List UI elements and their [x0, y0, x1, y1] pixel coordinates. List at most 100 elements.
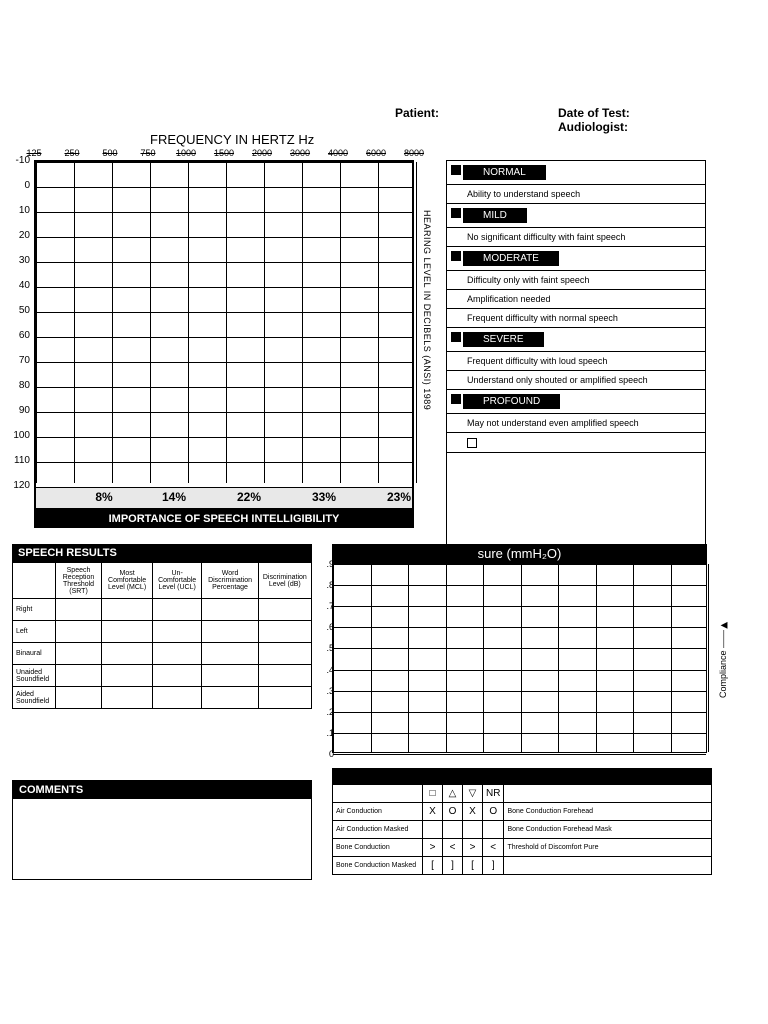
- speech-col-header: Un-Comfortable Level (UCL): [152, 563, 202, 599]
- severity-level-desc: Frequent difficulty with loud speech: [447, 352, 705, 371]
- x-tick: 750: [140, 148, 155, 158]
- speech-cell[interactable]: [102, 665, 152, 687]
- legend-symbol-cell: [423, 821, 443, 839]
- compliance-axis-label: Compliance ——▶: [718, 620, 768, 698]
- speech-cell[interactable]: [55, 687, 102, 709]
- intelligibility-pct: 8%: [95, 490, 112, 504]
- x-tick: 4000: [328, 148, 348, 158]
- y-tick: 10: [6, 205, 30, 216]
- severity-level-name: PROFOUND: [463, 394, 560, 409]
- speech-row-header: Unaided Soundfield: [13, 665, 56, 687]
- speech-cell[interactable]: [102, 599, 152, 621]
- legend-row-label: Air Conduction Masked: [333, 821, 423, 839]
- severity-level-desc: May not understand even amplified speech: [447, 414, 705, 433]
- legend-row-label: Bone Conduction: [333, 839, 423, 857]
- y-tick: 100: [6, 430, 30, 441]
- legend-symbol-cell: >: [423, 839, 443, 857]
- legend-symbol-cell: >: [463, 839, 483, 857]
- x-tick: 2000: [252, 148, 272, 158]
- speech-row-header: Binaural: [13, 643, 56, 665]
- pressure-y-tick: .9: [320, 559, 334, 569]
- audiogram-grid: [34, 160, 414, 510]
- intelligibility-pct: 33%: [312, 490, 336, 504]
- speech-cell[interactable]: [202, 599, 258, 621]
- speech-cell[interactable]: [258, 643, 311, 665]
- legend-table: □△▽NRAir ConductionXOXOBone Conduction F…: [332, 784, 712, 875]
- speech-cell[interactable]: [55, 621, 102, 643]
- audiogram-plot-area: [36, 162, 414, 487]
- speech-cell[interactable]: [152, 621, 202, 643]
- x-tick: 250: [64, 148, 79, 158]
- speech-col-header: Discrimination Level (dB): [258, 563, 311, 599]
- legend-symbol-cell: X: [423, 803, 443, 821]
- audiologist-label: Audiologist:: [558, 120, 628, 134]
- speech-cell[interactable]: [258, 599, 311, 621]
- speech-col-header: Speech Reception Threshold (SRT): [55, 563, 102, 599]
- severity-level-name: SEVERE: [463, 332, 544, 347]
- tympanogram-grid: [332, 563, 707, 753]
- legend-symbol-cell: [: [423, 857, 443, 875]
- legend-symbol-cell: [483, 821, 504, 839]
- severity-level-desc: Amplification needed: [447, 290, 705, 309]
- legend-header-bar: [332, 768, 712, 784]
- y-tick: 20: [6, 230, 30, 241]
- speech-cell[interactable]: [102, 687, 152, 709]
- speech-cell[interactable]: [258, 687, 311, 709]
- speech-cell[interactable]: [202, 643, 258, 665]
- speech-cell[interactable]: [102, 621, 152, 643]
- pressure-y-tick: .5: [320, 643, 334, 653]
- y-tick: 60: [6, 330, 30, 341]
- severity-level-desc: Difficulty only with faint speech: [447, 271, 705, 290]
- intelligibility-pct: 14%: [162, 490, 186, 504]
- speech-cell[interactable]: [258, 665, 311, 687]
- x-tick: 125: [26, 148, 41, 158]
- legend-extra-label: [504, 857, 712, 875]
- speech-cell[interactable]: [202, 687, 258, 709]
- severity-level-desc: Ability to understand speech: [447, 185, 705, 204]
- date-of-test-label: Date of Test:: [558, 106, 630, 120]
- severity-level-name: MILD: [463, 208, 527, 223]
- legend-row-label: Bone Conduction Masked: [333, 857, 423, 875]
- speech-cell[interactable]: [152, 665, 202, 687]
- legend-symbol-cell: O: [443, 803, 463, 821]
- hearing-level-axis-label: HEARING LEVEL IN DECIBELS (ANSI) 1989: [422, 210, 432, 410]
- comments-header: COMMENTS: [13, 781, 311, 799]
- y-tick: 40: [6, 280, 30, 291]
- pressure-y-tick: .6: [320, 622, 334, 632]
- speech-cell[interactable]: [55, 665, 102, 687]
- speech-row-header: Right: [13, 599, 56, 621]
- speech-results-header: SPEECH RESULTS: [12, 544, 312, 562]
- speech-cell[interactable]: [55, 599, 102, 621]
- speech-cell[interactable]: [152, 643, 202, 665]
- tympanogram-panel: sure (mmH₂O): [332, 544, 707, 753]
- speech-cell[interactable]: [258, 621, 311, 643]
- pressure-y-tick: .1: [320, 728, 334, 738]
- speech-results-panel: SPEECH RESULTS Speech Reception Threshol…: [12, 544, 312, 709]
- speech-cell[interactable]: [202, 621, 258, 643]
- legend-symbol-cell: [463, 821, 483, 839]
- speech-cell[interactable]: [102, 643, 152, 665]
- y-tick: 0: [6, 180, 30, 191]
- legend-symbol: NR: [483, 785, 504, 803]
- speech-cell[interactable]: [55, 643, 102, 665]
- pressure-y-tick: .3: [320, 686, 334, 696]
- symbol-legend: □△▽NRAir ConductionXOXOBone Conduction F…: [332, 768, 712, 875]
- severity-level-name: MODERATE: [463, 251, 559, 266]
- speech-row-header: Aided Soundfield: [13, 687, 56, 709]
- intelligibility-pct: 23%: [387, 490, 411, 504]
- speech-cell[interactable]: [152, 687, 202, 709]
- frequency-title: FREQUENCY IN HERTZ Hz: [150, 132, 314, 147]
- legend-extra-label: Threshold of Discomfort Pure: [504, 839, 712, 857]
- x-tick: 1000: [176, 148, 196, 158]
- legend-symbol-cell: [443, 821, 463, 839]
- speech-cell[interactable]: [202, 665, 258, 687]
- severity-level-desc: No significant difficulty with faint spe…: [447, 228, 705, 247]
- severity-panel: NORMALAbility to understand speechMILDNo…: [446, 160, 706, 560]
- speech-cell[interactable]: [152, 599, 202, 621]
- severity-level-desc: Frequent difficulty with normal speech: [447, 309, 705, 328]
- legend-extra-label: Bone Conduction Forehead Mask: [504, 821, 712, 839]
- pressure-y-tick: .8: [320, 580, 334, 590]
- pressure-y-tick: .2: [320, 707, 334, 717]
- severity-level-desc: Understand only shouted or amplified spe…: [447, 371, 705, 390]
- legend-symbol-cell: ]: [443, 857, 463, 875]
